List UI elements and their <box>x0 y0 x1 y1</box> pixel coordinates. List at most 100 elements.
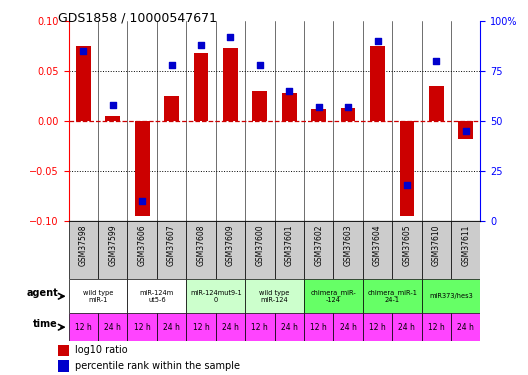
Text: 12 h: 12 h <box>310 322 327 332</box>
Bar <box>76 46 91 121</box>
Bar <box>363 221 392 279</box>
Bar <box>127 313 157 341</box>
Bar <box>164 96 179 121</box>
Bar <box>333 313 363 341</box>
Point <box>197 42 205 48</box>
Bar <box>458 121 473 139</box>
Bar <box>216 221 245 279</box>
Bar <box>69 313 98 341</box>
Text: 12 h: 12 h <box>251 322 268 332</box>
Bar <box>127 279 186 313</box>
Bar <box>216 313 245 341</box>
Bar <box>194 53 209 121</box>
Bar <box>69 221 98 279</box>
Text: 12 h: 12 h <box>75 322 92 332</box>
Point <box>285 88 294 94</box>
Text: log10 ratio: log10 ratio <box>75 345 128 355</box>
Bar <box>312 109 326 121</box>
Bar <box>422 279 480 313</box>
Text: 24 h: 24 h <box>399 322 416 332</box>
Bar <box>275 221 304 279</box>
Point <box>461 128 470 134</box>
Bar <box>282 93 297 121</box>
Bar <box>252 91 267 121</box>
Bar <box>363 279 422 313</box>
Text: 24 h: 24 h <box>163 322 180 332</box>
Bar <box>186 279 245 313</box>
Point <box>344 104 352 110</box>
Text: chimera_miR-1
24-1: chimera_miR-1 24-1 <box>367 290 417 303</box>
Bar <box>363 313 392 341</box>
Bar <box>58 360 69 372</box>
Point <box>432 58 440 64</box>
Text: 24 h: 24 h <box>457 322 474 332</box>
Text: chimera_miR-
-124: chimera_miR- -124 <box>310 290 356 303</box>
Text: GSM37604: GSM37604 <box>373 224 382 266</box>
Text: miR-124m
ut5-6: miR-124m ut5-6 <box>140 290 174 303</box>
Text: GSM37602: GSM37602 <box>314 224 323 266</box>
Text: 12 h: 12 h <box>428 322 445 332</box>
Bar <box>186 313 216 341</box>
Bar <box>341 108 355 121</box>
Text: GDS1858 / 10000547671: GDS1858 / 10000547671 <box>58 11 217 24</box>
Text: GSM37606: GSM37606 <box>138 224 147 266</box>
Bar <box>451 313 480 341</box>
Bar <box>106 116 120 121</box>
Text: 12 h: 12 h <box>193 322 210 332</box>
Point <box>226 34 234 40</box>
Point <box>315 104 323 110</box>
Bar <box>186 221 216 279</box>
Bar <box>304 221 333 279</box>
Text: 24 h: 24 h <box>281 322 298 332</box>
Bar <box>245 221 275 279</box>
Bar <box>157 313 186 341</box>
Point <box>138 198 146 204</box>
Bar <box>370 46 385 121</box>
Text: agent: agent <box>26 288 58 298</box>
Bar <box>98 313 127 341</box>
Bar <box>304 313 333 341</box>
Bar <box>429 86 444 121</box>
Point <box>79 48 88 54</box>
Text: miR373/hes3: miR373/hes3 <box>429 293 473 299</box>
Point <box>373 38 382 44</box>
Text: wild type
miR-124: wild type miR-124 <box>259 290 290 303</box>
Bar <box>275 313 304 341</box>
Bar <box>422 221 451 279</box>
Bar <box>98 221 127 279</box>
Text: 12 h: 12 h <box>369 322 386 332</box>
Bar <box>451 221 480 279</box>
Bar <box>58 345 69 356</box>
Bar <box>223 48 238 121</box>
Text: GSM37603: GSM37603 <box>344 224 353 266</box>
Text: 24 h: 24 h <box>222 322 239 332</box>
Bar <box>400 121 414 216</box>
Bar <box>157 221 186 279</box>
Text: GSM37609: GSM37609 <box>226 224 235 266</box>
Bar <box>392 221 422 279</box>
Text: GSM37601: GSM37601 <box>285 224 294 266</box>
Text: 12 h: 12 h <box>134 322 150 332</box>
Text: GSM37611: GSM37611 <box>461 224 470 266</box>
Point <box>403 182 411 188</box>
Text: 24 h: 24 h <box>105 322 121 332</box>
Bar <box>422 313 451 341</box>
Text: GSM37600: GSM37600 <box>256 224 265 266</box>
Text: time: time <box>33 320 58 329</box>
Bar <box>304 279 363 313</box>
Text: miR-124mut9-1
0: miR-124mut9-1 0 <box>190 290 241 303</box>
Point <box>256 62 264 68</box>
Text: wild type
miR-1: wild type miR-1 <box>83 290 113 303</box>
Point <box>167 62 176 68</box>
Text: GSM37607: GSM37607 <box>167 224 176 266</box>
Bar <box>245 279 304 313</box>
Bar <box>392 313 422 341</box>
Bar <box>127 221 157 279</box>
Text: percentile rank within the sample: percentile rank within the sample <box>75 360 240 370</box>
Point <box>109 102 117 108</box>
Text: GSM37608: GSM37608 <box>196 224 205 266</box>
Text: 24 h: 24 h <box>340 322 356 332</box>
Bar <box>69 279 127 313</box>
Text: GSM37610: GSM37610 <box>432 224 441 266</box>
Text: GSM37599: GSM37599 <box>108 224 117 266</box>
